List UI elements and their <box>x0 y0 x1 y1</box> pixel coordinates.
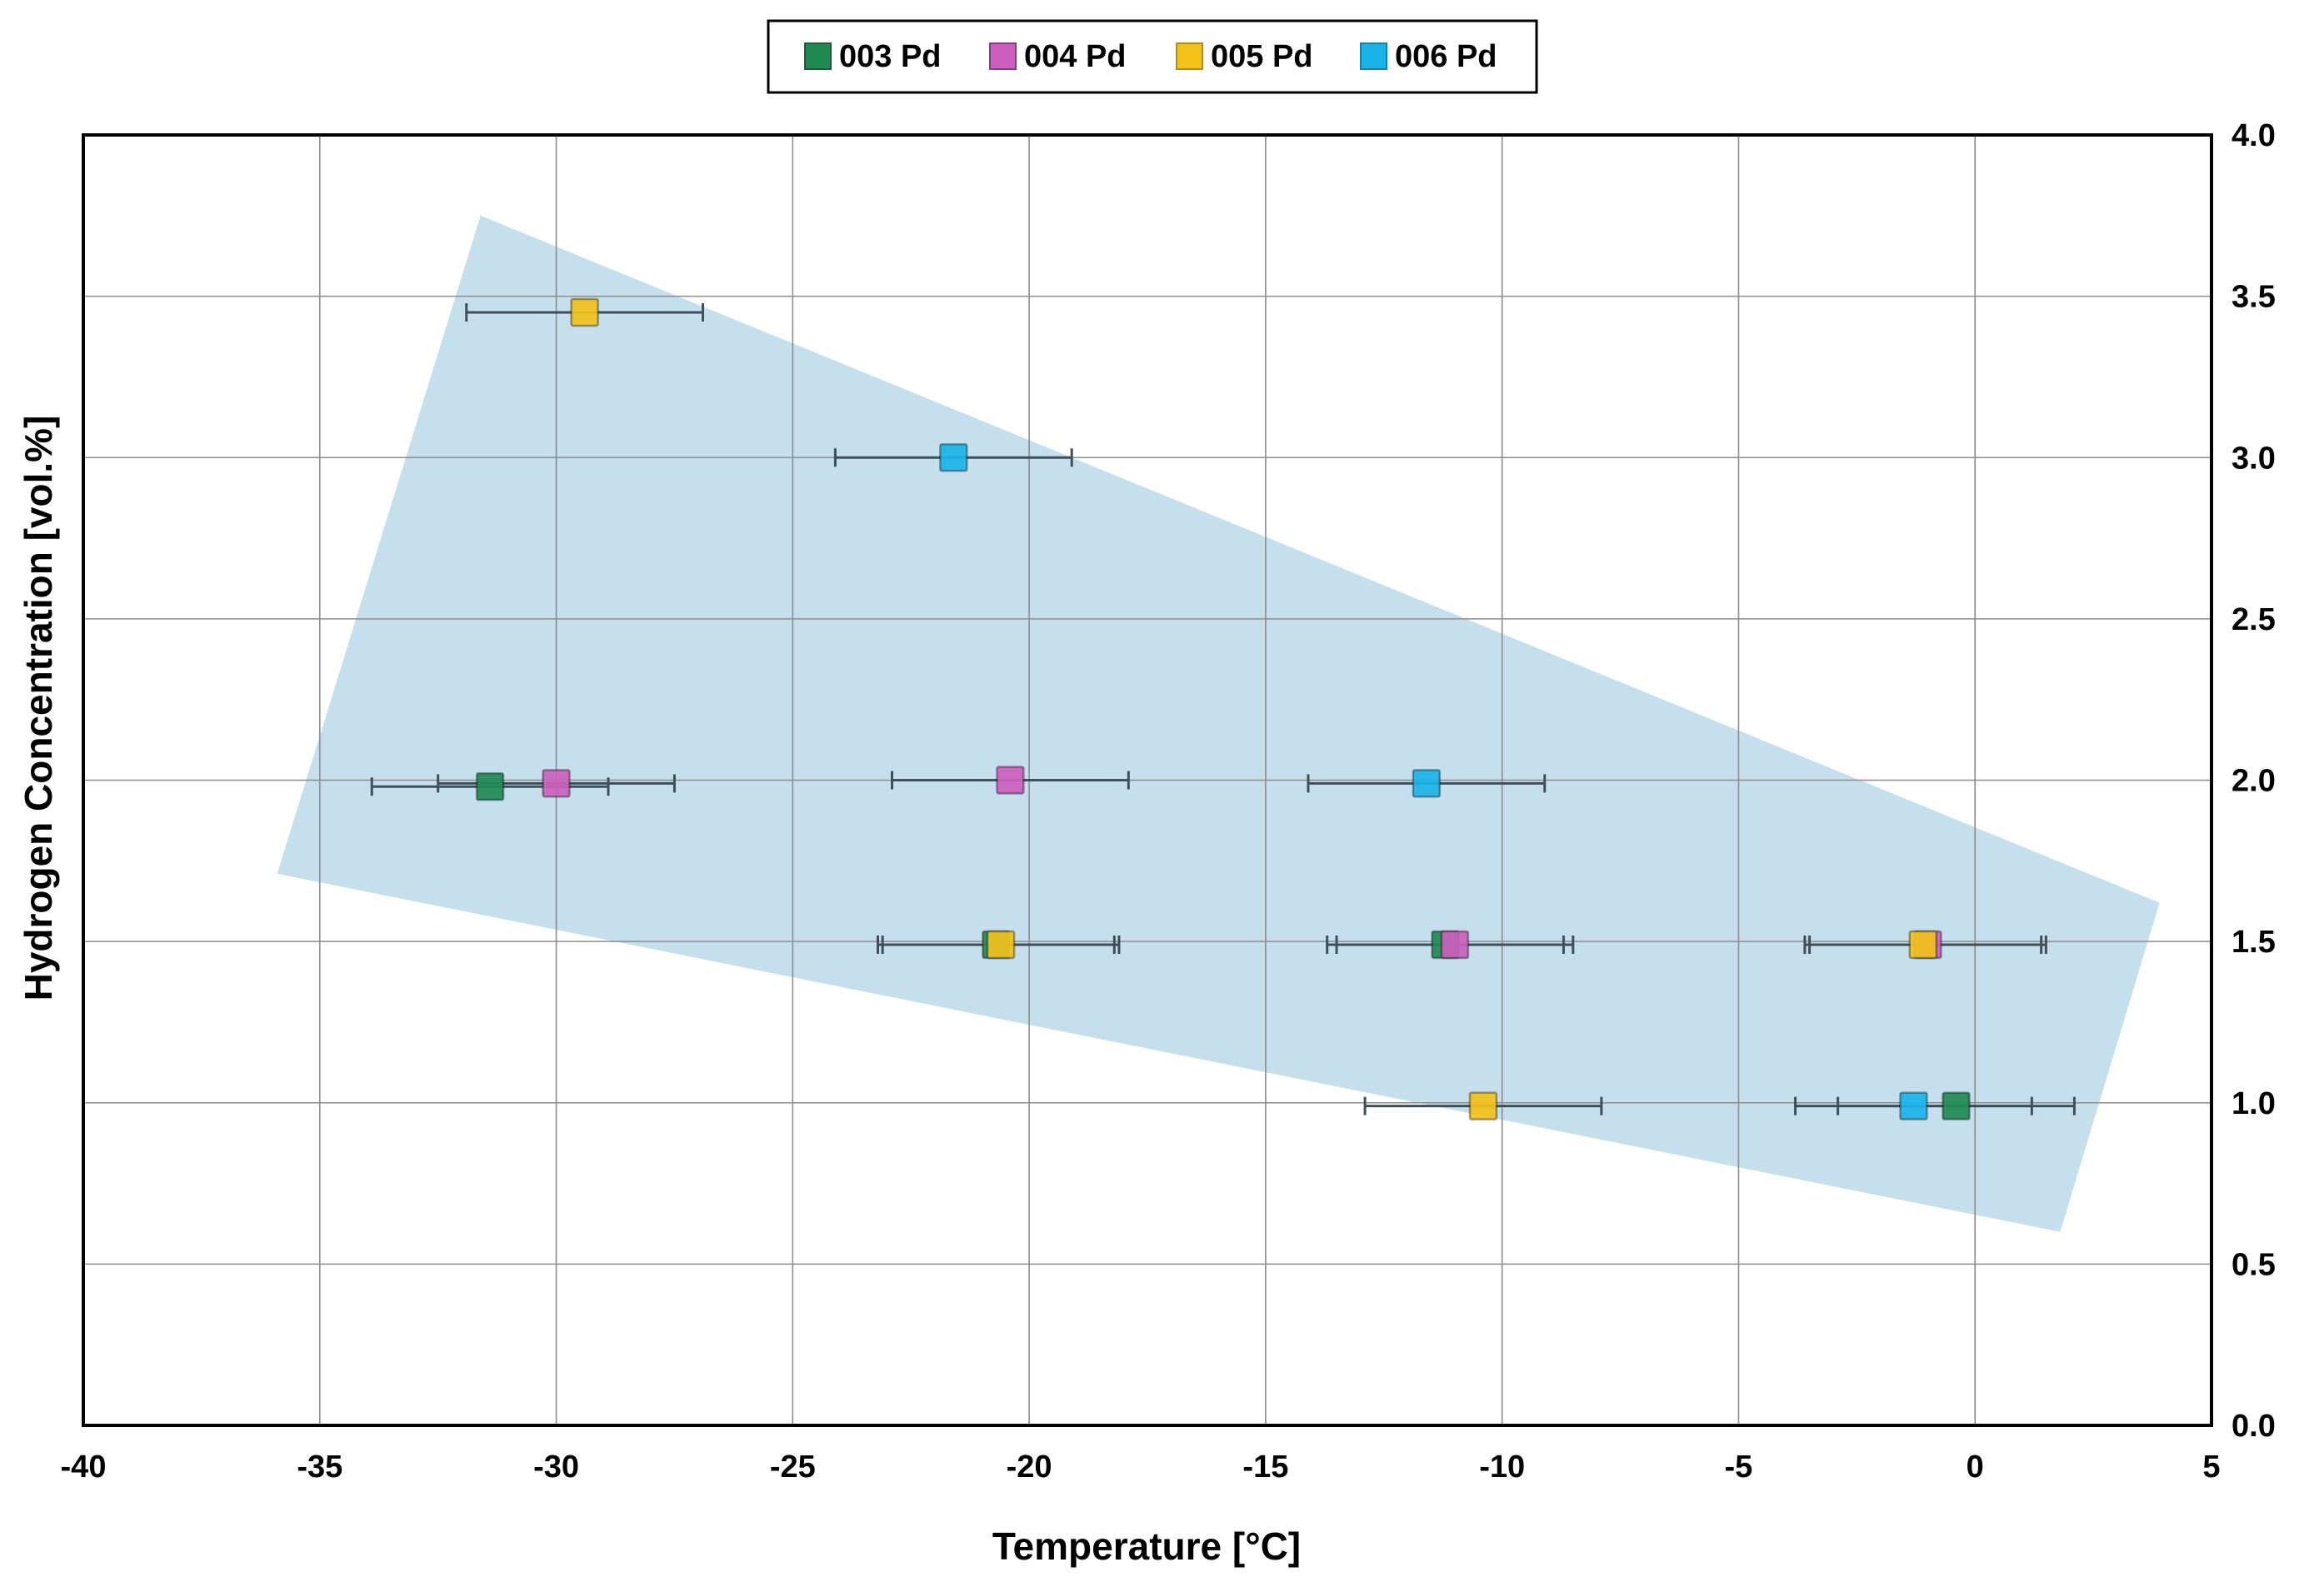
x-tick-label: -15 <box>1242 1450 1288 1485</box>
x-tick-label: -25 <box>770 1450 816 1485</box>
point-005-pd <box>986 930 1016 960</box>
point-005-pd <box>570 297 599 327</box>
x-tick-label: -20 <box>1007 1450 1052 1485</box>
point-003-pd <box>475 771 505 801</box>
point-005-pd <box>1908 930 1938 960</box>
legend-swatch-005-pd <box>1176 42 1203 70</box>
point-005-pd <box>1468 1091 1498 1120</box>
y-axis-title: Hydrogen Concentration [vol.%] <box>17 416 60 1001</box>
point-004-pd <box>996 766 1025 795</box>
x-tick-label: -30 <box>533 1450 579 1485</box>
legend-swatch-004-pd <box>989 42 1017 70</box>
legend-swatch-006-pd <box>1360 42 1387 70</box>
y-tick-label: 1.0 <box>2232 1086 2276 1121</box>
x-tick-label: -5 <box>1725 1450 1753 1485</box>
legend-label-003-pd: 003 Pd <box>839 39 942 74</box>
y-tick-label: 0.5 <box>2232 1247 2276 1282</box>
y-tick-label: 2.5 <box>2232 602 2276 637</box>
x-tick-label: -10 <box>1479 1450 1525 1485</box>
plot-area: -40 -35 -30 -25 -20 -15 -10 -5 0 5 0.0 0.5 1.0 1.5 2.0… <box>61 118 2276 1485</box>
x-axis-title: Temperature [°C] <box>992 1525 1301 1568</box>
point-004-pd <box>1440 930 1470 960</box>
y-tick-label: 3.5 <box>2232 280 2276 315</box>
legend-box <box>767 19 1538 94</box>
plot-frame <box>82 133 2213 1427</box>
point-006-pd <box>1899 1091 1928 1120</box>
point-006-pd <box>1412 769 1442 798</box>
x-tick-label: -35 <box>297 1450 342 1485</box>
x-tick-label: 5 <box>2202 1450 2220 1485</box>
shaded-region <box>277 215 2160 1232</box>
x-tick-label: -40 <box>61 1450 107 1485</box>
legend: 003 Pd 004 Pd 005 Pd 006 Pd <box>767 19 1538 94</box>
point-004-pd <box>542 769 571 798</box>
legend-label-004-pd: 004 Pd <box>1024 39 1127 74</box>
y-tick-label: 1.5 <box>2232 925 2276 960</box>
point-006-pd <box>939 443 968 472</box>
y-tick-label: 0.0 <box>2232 1409 2276 1444</box>
legend-label-006-pd: 006 Pd <box>1395 39 1497 74</box>
legend-swatch-003-pd <box>804 42 832 70</box>
point-003-pd <box>1942 1091 1971 1120</box>
y-tick-label: 4.0 <box>2232 118 2276 153</box>
y-tick-label: 2.0 <box>2232 764 2276 799</box>
legend-label-005-pd: 005 Pd <box>1211 39 1313 74</box>
y-tick-label: 3.0 <box>2232 441 2276 476</box>
x-tick-label: 0 <box>1967 1450 1984 1485</box>
